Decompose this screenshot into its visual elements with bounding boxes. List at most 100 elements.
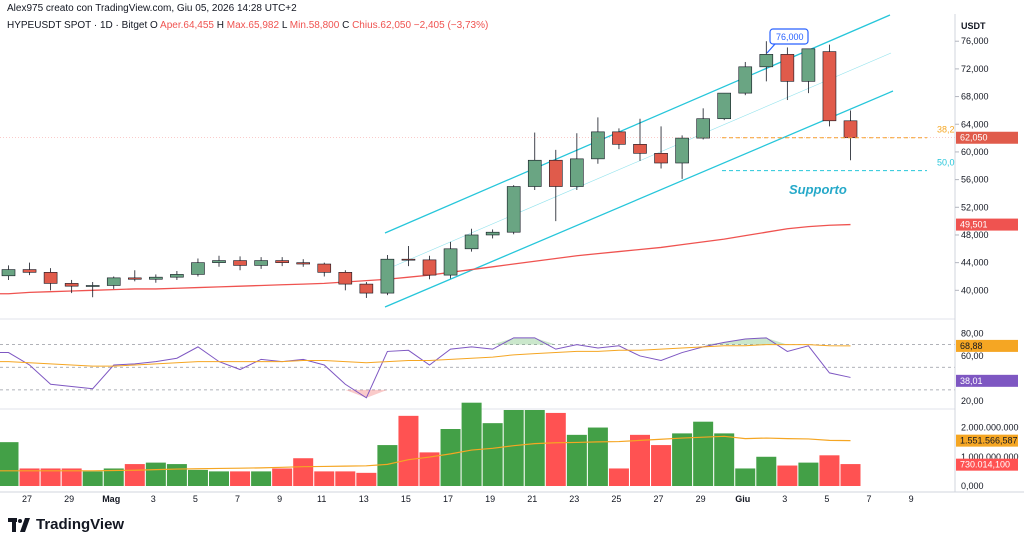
volume-bar [230, 471, 251, 486]
candle-body [612, 131, 626, 145]
price-tick-label: 76,000 [961, 36, 989, 46]
volume-bar [335, 471, 356, 486]
rsi-overbought-fill [492, 337, 514, 345]
chart-header: Alex975 creato con TradingView.com, Giu … [7, 3, 297, 14]
volume-tick-label: 1.000.000.000 [961, 452, 1019, 462]
price-tick-label: 72,000 [961, 64, 989, 74]
time-tick-label: 25 [611, 494, 621, 504]
candle-body [570, 158, 584, 187]
moving-average [0, 223, 851, 295]
time-tick-label: 17 [443, 494, 453, 504]
candle-body [443, 248, 458, 276]
volume-value-label: 730.014,100 [960, 460, 1010, 470]
candle-body [654, 153, 668, 164]
volume-bar [419, 452, 440, 486]
candle-body [191, 262, 205, 275]
rsi-value-label-bg [956, 374, 1018, 387]
volume-ma-label: 1.551.566,587 [960, 436, 1018, 446]
volume-bar [503, 410, 524, 486]
price-tick-label: 40,000 [961, 285, 989, 295]
time-tick-label: 21 [527, 494, 537, 504]
candle-body [401, 258, 416, 261]
volume-bar [461, 402, 482, 486]
price-tick-label: 64,000 [961, 119, 989, 129]
volume-bar [293, 458, 314, 486]
candle-body [254, 260, 268, 266]
candle-body [822, 51, 837, 122]
volume-bar [82, 471, 103, 486]
candle-body [43, 272, 58, 284]
rsi-tick-label: 80,00 [961, 328, 984, 338]
time-axis: 27 29 Mag 3 5 7 9 11 13 15 17 19 21 23 25 27 29 Giu 3 5 7 9 [22, 494, 914, 504]
time-tick-label: 5 [193, 494, 198, 504]
time-tick-label: 15 [401, 494, 411, 504]
time-tick-label: Mag [102, 494, 120, 504]
axes: 76,000 72,000 68,000 64,000 60,000 56,000 52,0… [0, 14, 1024, 493]
rsi-line [0, 337, 851, 399]
volume-bar [587, 427, 608, 486]
volume-bar [756, 456, 777, 486]
candle-body [317, 263, 332, 273]
candle-body [738, 66, 753, 94]
rsi-pane: 80,00 60,00 20,00 [0, 328, 984, 406]
time-tick-label: 29 [696, 494, 706, 504]
price-tick-label: 44,000 [961, 258, 989, 268]
change-value: −2,405 (−3,73%) [413, 20, 489, 31]
volume-bar [61, 468, 82, 486]
rsi-ma-label-bg [956, 339, 1018, 352]
volume-bar [630, 434, 650, 486]
price-tick-label: 52,000 [961, 202, 989, 212]
rsi-overbought-fill [703, 342, 725, 345]
channel-mid-line [384, 52, 892, 271]
moving-average-line [0, 223, 851, 295]
rsi-overbought-fill [534, 337, 556, 345]
candle-body [506, 186, 521, 233]
volume-bar [103, 468, 124, 486]
volume-bar [735, 468, 756, 486]
price-tick-label: 68,000 [961, 92, 989, 102]
candles [1, 41, 858, 298]
rsi-overbought-fill [745, 337, 767, 345]
volume-value-label-bg [956, 458, 1018, 471]
volume-bar [651, 445, 672, 486]
fib-level-label: 50,0 [937, 158, 955, 168]
candle-body [780, 54, 795, 82]
fib-level-label: 38,2 [937, 125, 955, 135]
volume-bar [0, 442, 19, 486]
symbol-legend: HYPEUSDT SPOT · 1D · Bitget O Aper.64,45… [7, 20, 488, 31]
rsi-ma-label: 68,88 [960, 341, 983, 351]
high-label: H [216, 20, 224, 31]
volume-bar [524, 410, 545, 486]
time-tick-label: 7 [866, 494, 871, 504]
volume-bar [440, 429, 461, 486]
volume-bar [566, 434, 587, 486]
candle-body [801, 48, 816, 82]
open-value: Aper.64,455 [160, 20, 214, 31]
volume-bar [798, 462, 819, 486]
low-value: Min.58,800 [289, 20, 340, 31]
volume-bar [19, 468, 40, 486]
tradingview-logo[interactable]: TradingView [8, 516, 124, 533]
rsi-oversold-fill [345, 389, 367, 398]
candle-body [527, 159, 542, 187]
volume-bar [777, 465, 798, 486]
volume-bar [124, 464, 145, 486]
candle-body [464, 234, 479, 250]
time-tick-label: 13 [359, 494, 369, 504]
volume-bar [356, 472, 377, 486]
high-value: Max.65,982 [226, 20, 280, 31]
low-label: L [281, 20, 288, 31]
price-callout-text: 76,000 [776, 32, 804, 42]
volume-tick-label: 0,000 [961, 481, 984, 491]
candle-body [149, 276, 163, 280]
volume-bar [166, 464, 187, 486]
volume-bar [145, 462, 166, 486]
symbol-name: HYPEUSDT SPOT · 1D · Bitget [7, 20, 148, 31]
price-tick-label: 56,000 [961, 175, 989, 185]
volume-bar [693, 421, 714, 486]
candle-body [233, 260, 247, 266]
price-axis-title: USDT [961, 21, 986, 31]
ma-price-label: 49,501 [960, 220, 988, 230]
time-tick-label: 11 [317, 494, 326, 504]
